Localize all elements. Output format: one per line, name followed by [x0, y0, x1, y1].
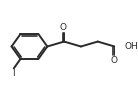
Text: O: O — [60, 23, 67, 32]
Text: I: I — [12, 69, 14, 78]
Text: O: O — [110, 56, 117, 65]
Text: OH: OH — [125, 42, 138, 51]
